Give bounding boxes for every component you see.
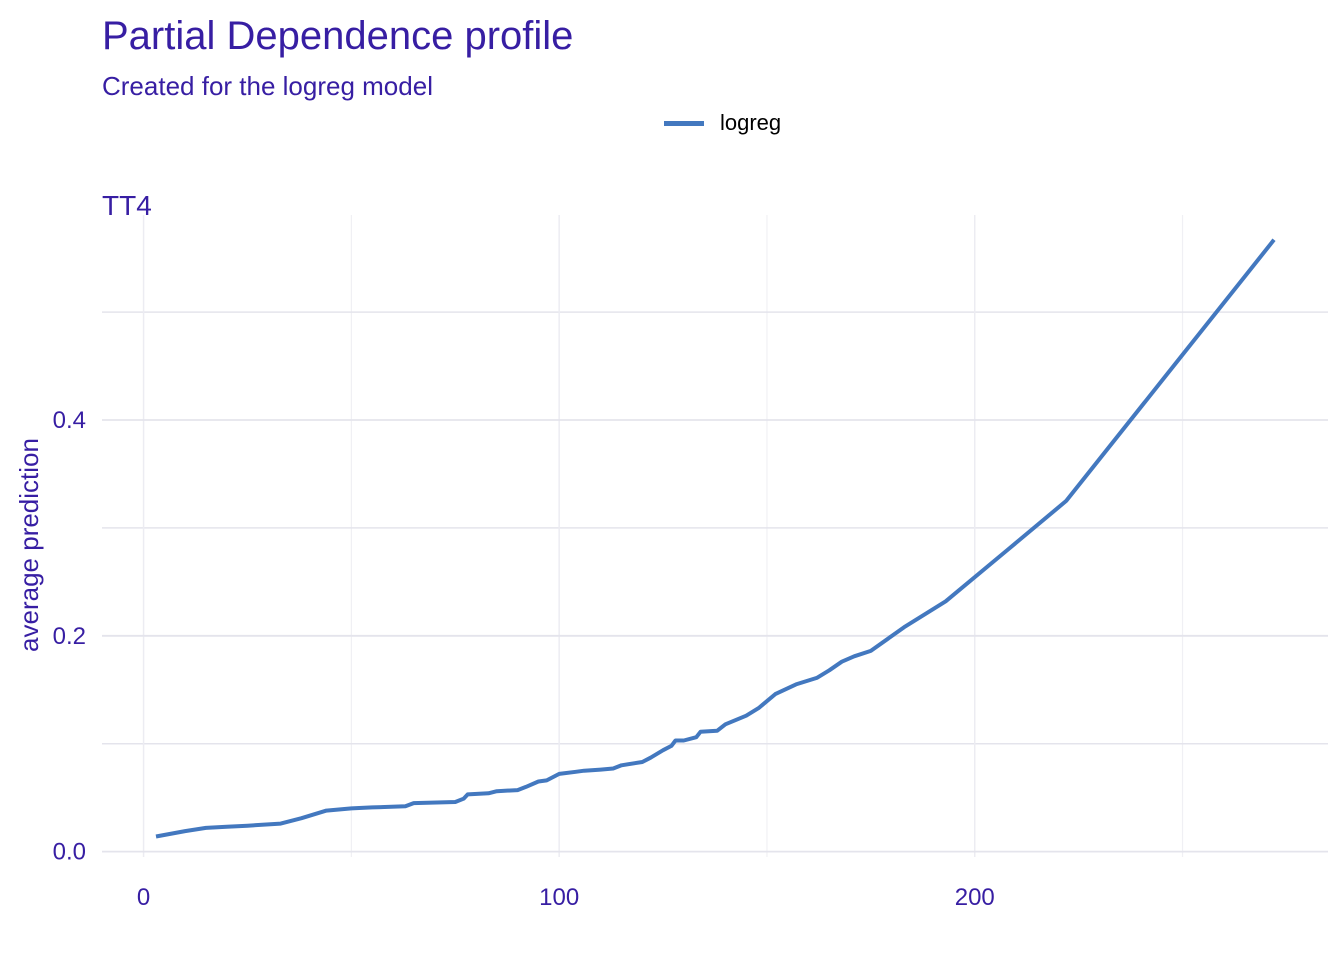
series-line-logreg: [155, 238, 1276, 839]
series-layer: [155, 238, 1276, 839]
x-tick-label: 0: [137, 884, 150, 911]
y-axis-title: average prediction: [14, 438, 44, 652]
chart-subtitle: Created for the logreg model: [102, 71, 433, 101]
tick-labels: 0 100 200 0.0 0.2 0.4: [53, 407, 995, 911]
chart-title: Partial Dependence profile: [102, 14, 574, 58]
grid-major: [102, 215, 1328, 857]
y-tick-label: 0.4: [53, 407, 86, 434]
x-tick-label: 100: [539, 884, 579, 911]
y-tick-label: 0.2: [53, 623, 86, 650]
x-tick-label: 200: [955, 884, 995, 911]
legend: logreg: [664, 110, 781, 136]
grid-minor: [102, 215, 1328, 857]
y-tick-label: 0.0: [53, 839, 86, 866]
legend-key-logreg: [664, 120, 704, 126]
legend-label-logreg: logreg: [720, 110, 782, 135]
